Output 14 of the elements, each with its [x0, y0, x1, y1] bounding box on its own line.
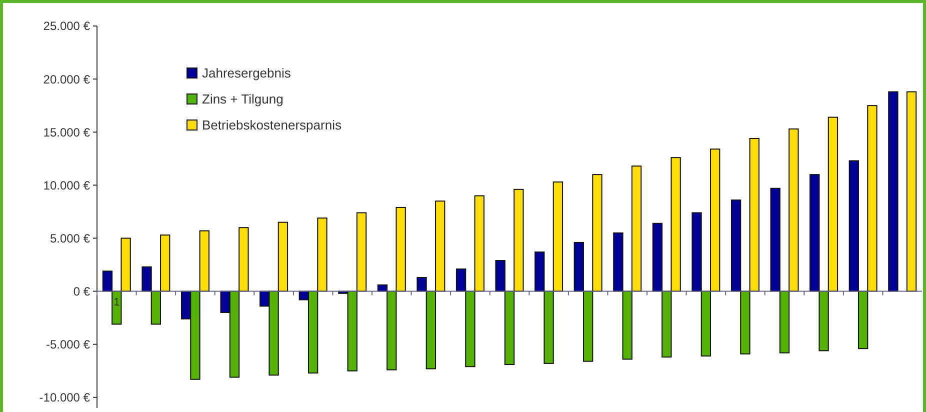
legend-label: Betriebskostenersparnis: [202, 118, 342, 133]
y-tick-label: 25.000 €: [43, 19, 90, 34]
x-tick-label: 1: [114, 296, 120, 308]
y-tick-label: 15.000 €: [43, 125, 90, 140]
bar: [906, 91, 917, 292]
y-tick-label: 5.000 €: [50, 231, 90, 246]
y-tick-label: -5.000 €: [46, 338, 90, 352]
y-tick-label: -10.000 €: [39, 390, 90, 405]
y-tick-label: 0 €: [73, 284, 90, 298]
legend-label: Jahresergebnis: [202, 66, 292, 81]
legend-label: Zins + Tilgung: [202, 92, 284, 107]
bar: [888, 91, 898, 292]
y-tick-label: 20.000 €: [43, 72, 90, 86]
y-tick-label: 10.000 €: [43, 178, 90, 192]
